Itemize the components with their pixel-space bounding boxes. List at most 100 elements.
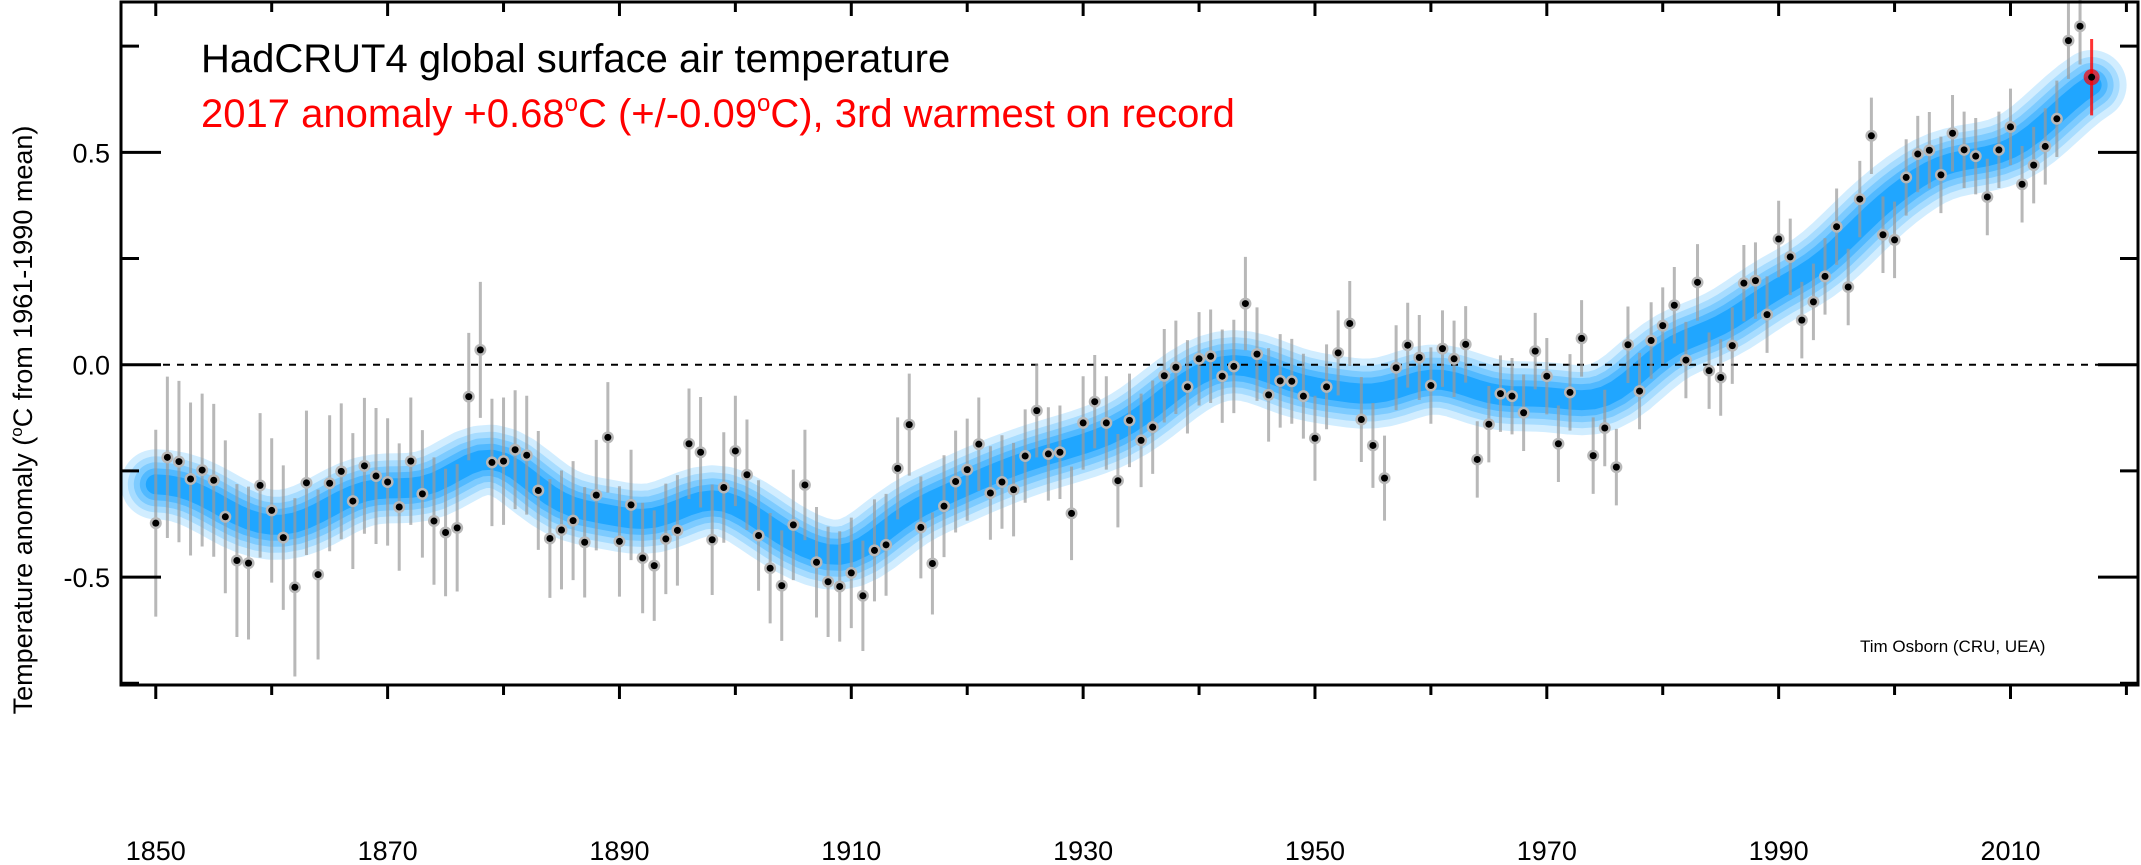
- data-point: [766, 564, 774, 572]
- data-point: [1508, 392, 1516, 400]
- data-point: [986, 489, 994, 497]
- data-point: [1578, 334, 1586, 342]
- data-point: [442, 529, 450, 537]
- data-point: [534, 486, 542, 494]
- data-point: [1612, 463, 1620, 471]
- data-point: [847, 569, 855, 577]
- data-point: [1891, 236, 1899, 244]
- data-point: [1276, 377, 1284, 385]
- data-point: [1636, 387, 1644, 395]
- data-point: [905, 421, 913, 429]
- data-point: [187, 475, 195, 483]
- data-point: [1833, 223, 1841, 231]
- data-point: [1392, 364, 1400, 372]
- data-point: [720, 483, 728, 491]
- data-point: [604, 433, 612, 441]
- data-point: [1520, 409, 1528, 417]
- data-point: [1705, 367, 1713, 375]
- y-tick-labels: -0.5 0.0 0.5: [63, 138, 110, 593]
- data-point: [349, 497, 357, 505]
- data-point: [1670, 301, 1678, 309]
- data-point: [1763, 311, 1771, 319]
- data-point: [1427, 382, 1435, 390]
- data-point: [1369, 441, 1377, 449]
- data-point: [2018, 180, 2026, 188]
- data-point: [1288, 377, 1296, 385]
- data-point: [511, 446, 519, 454]
- data-point: [1879, 231, 1887, 239]
- data-point: [882, 541, 890, 549]
- data-point: [302, 479, 310, 487]
- data-point: [1195, 355, 1203, 363]
- data-point: [1624, 341, 1632, 349]
- data-point: [372, 472, 380, 480]
- data-point: [1496, 390, 1504, 398]
- data-point: [952, 478, 960, 486]
- data-point: [1438, 345, 1446, 353]
- data-point: [1033, 407, 1041, 415]
- data-point: [1601, 424, 1609, 432]
- data-point: [1717, 373, 1725, 381]
- data-point: [1960, 146, 1968, 154]
- data-point: [245, 559, 253, 567]
- data-point: [894, 464, 902, 472]
- data-point: [963, 466, 971, 474]
- y-tick-label: 0.0: [72, 351, 110, 381]
- data-point: [1404, 341, 1412, 349]
- data-point: [755, 531, 763, 539]
- data-point: [1740, 279, 1748, 287]
- data-point: [1346, 320, 1354, 328]
- data-point: [1044, 450, 1052, 458]
- data-point: [685, 440, 693, 448]
- data-point: [326, 479, 334, 487]
- data-point: [1983, 193, 1991, 201]
- data-point: [1751, 277, 1759, 285]
- data-point: [697, 448, 705, 456]
- data-point: [801, 481, 809, 489]
- data-point: [917, 523, 925, 531]
- data-point: [1357, 416, 1365, 424]
- data-points: [149, 20, 2100, 602]
- data-point: [1473, 455, 1481, 463]
- data-point: [1068, 509, 1076, 517]
- data-point: [1995, 146, 2003, 154]
- data-point: [1010, 486, 1018, 494]
- data-point: [708, 536, 716, 544]
- data-point: [1786, 253, 1794, 261]
- x-tick-label: 1970: [1517, 836, 1577, 865]
- data-point: [500, 457, 508, 465]
- y-tick-label: -0.5: [63, 563, 110, 593]
- data-point: [1647, 337, 1655, 345]
- y-tick-label: 0.5: [72, 138, 110, 168]
- data-point: [778, 582, 786, 590]
- data-point: [1102, 419, 1110, 427]
- data-point: [407, 457, 415, 465]
- data-point: [1566, 388, 1574, 396]
- data-point: [743, 471, 751, 479]
- data-point: [1160, 372, 1168, 380]
- data-point: [569, 517, 577, 525]
- data-point: [1137, 436, 1145, 444]
- data-point: [975, 440, 983, 448]
- data-point: [384, 478, 392, 486]
- data-point: [1241, 300, 1249, 308]
- data-point: [1311, 434, 1319, 442]
- data-point: [2041, 142, 2049, 150]
- data-point: [1183, 383, 1191, 391]
- data-point: [1462, 340, 1470, 348]
- data-point: [1925, 146, 1933, 154]
- data-point: [1381, 474, 1389, 482]
- data-point: [650, 562, 658, 570]
- x-tick-label: 1910: [821, 836, 881, 865]
- data-point: [1902, 173, 1910, 181]
- data-point: [1694, 278, 1702, 286]
- data-point: [2076, 22, 2084, 30]
- data-point: [1554, 440, 1562, 448]
- data-point: [1021, 452, 1029, 460]
- data-point: [1415, 354, 1423, 362]
- data-point: [453, 524, 461, 532]
- data-point: [152, 519, 160, 527]
- smoothed-band-layer-4: [145, 75, 2102, 565]
- data-point: [395, 503, 403, 511]
